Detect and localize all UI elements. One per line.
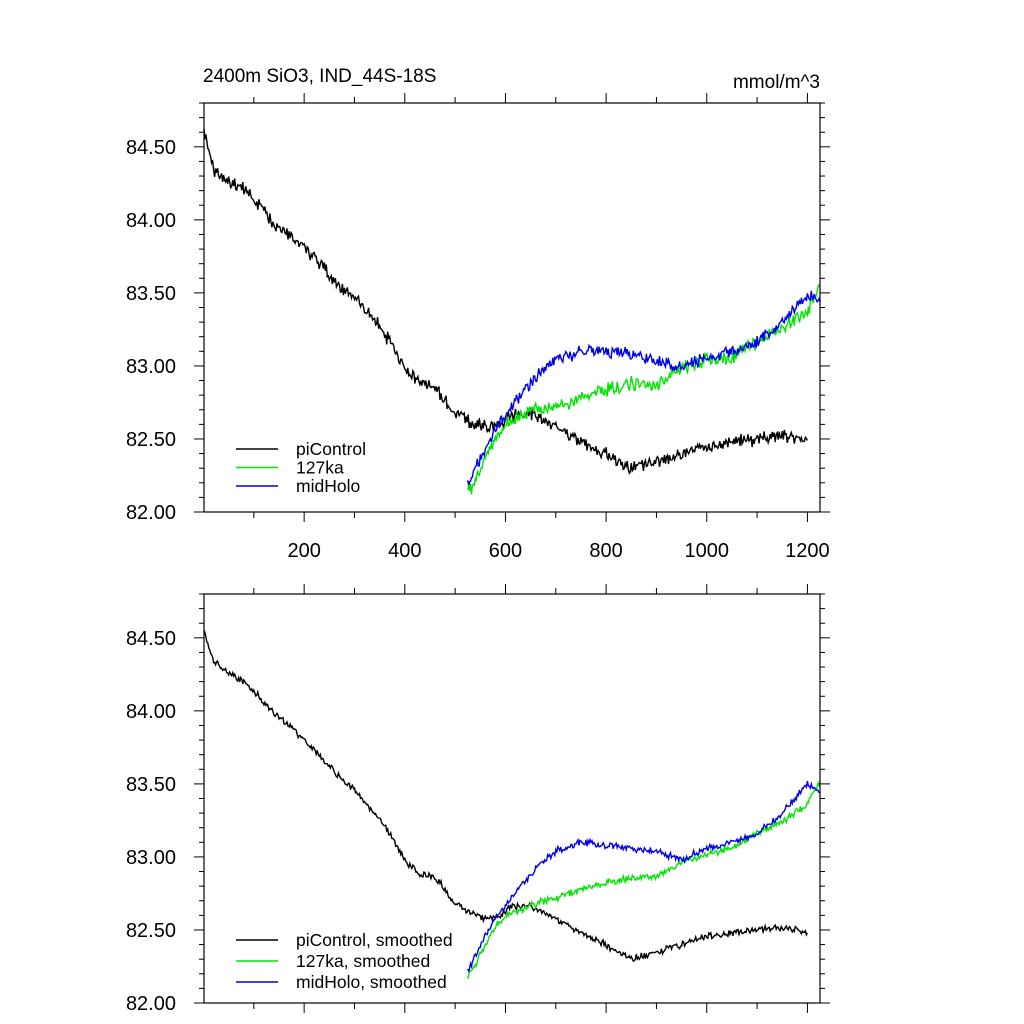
y-tick-label: 82.50 [126,429,176,451]
x-tick-label: 1200 [785,540,830,562]
series-line-picontrol-smoothed [203,629,809,963]
legend-label: midHolo, smoothed [296,972,447,992]
x-tick-label: 200 [287,540,320,562]
y-tick-label: 83.00 [126,847,176,869]
y-tick-label: 83.00 [126,356,176,378]
series-line-midholo [467,290,821,486]
legend-label: piControl, smoothed [296,930,453,950]
x-tick-label: 400 [388,540,421,562]
y-tick-label: 84.50 [126,628,176,650]
y-tick-label: 82.00 [126,993,176,1015]
y-tick-label: 84.00 [126,210,176,232]
x-tick-label: 1000 [685,540,730,562]
chart-panel-1: 200 400 600 800 1000 1200 82.00 82.50 83.00 83.50… [126,93,830,562]
y-tick-label: 82.50 [126,920,176,942]
y-tick-label: 82.00 [126,502,176,524]
legend-label: midHolo [296,476,360,496]
y-tick-label: 84.00 [126,701,176,723]
chart-panel-2: 82.00 82.50 83.00 83.50 84.00 84.50 piControl,… [126,584,830,1015]
y-tick-label: 83.50 [126,774,176,796]
series-line-127ka [467,283,821,495]
y-tick-label: 83.50 [126,283,176,305]
figure-title: 2400m SiO3, IND_44S-18S [203,66,436,87]
series-line-midholo-smoothed [467,780,821,974]
legend-label: 127ka [296,458,344,478]
x-tick-label: 800 [589,540,622,562]
figure-units: mmol/m^3 [733,72,820,93]
y-tick-label: 84.50 [126,137,176,159]
legend-label: 127ka, smoothed [296,951,430,971]
panels: 200 400 600 800 1000 1200 82.00 82.50 83.00 83.50… [126,93,830,1015]
x-tick-label: 600 [489,540,522,562]
legend-label: piControl [296,439,366,459]
